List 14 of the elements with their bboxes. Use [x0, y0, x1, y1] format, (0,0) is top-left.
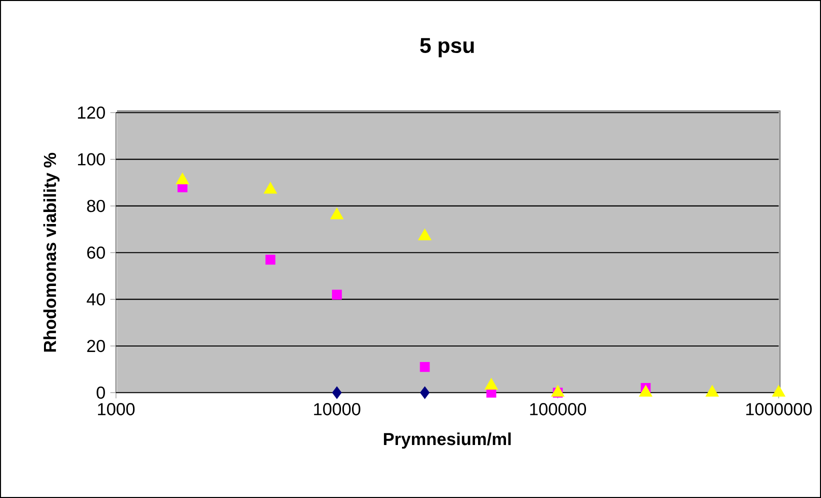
x-tick-label: 1000000 [746, 403, 812, 416]
x-tick-label: 1000 [98, 403, 135, 416]
y-tick-label: 40 [86, 293, 105, 306]
chart-title: 5 psu [420, 38, 474, 58]
y-tick-label: 120 [78, 106, 105, 119]
x-tick-label: 100000 [530, 403, 586, 416]
x-axis-title: Prymnesium/ml [384, 432, 511, 449]
y-tick-label: 0 [96, 386, 105, 399]
y-tick-label: 80 [87, 200, 105, 212]
y-axis-title: Rhodomonas viability % [43, 152, 60, 352]
y-tick-label: 20 [87, 340, 105, 352]
y-tick-label: 100 [78, 153, 105, 166]
y-tick-label: 60 [87, 246, 105, 259]
x-tick-label: 10000 [314, 403, 360, 416]
